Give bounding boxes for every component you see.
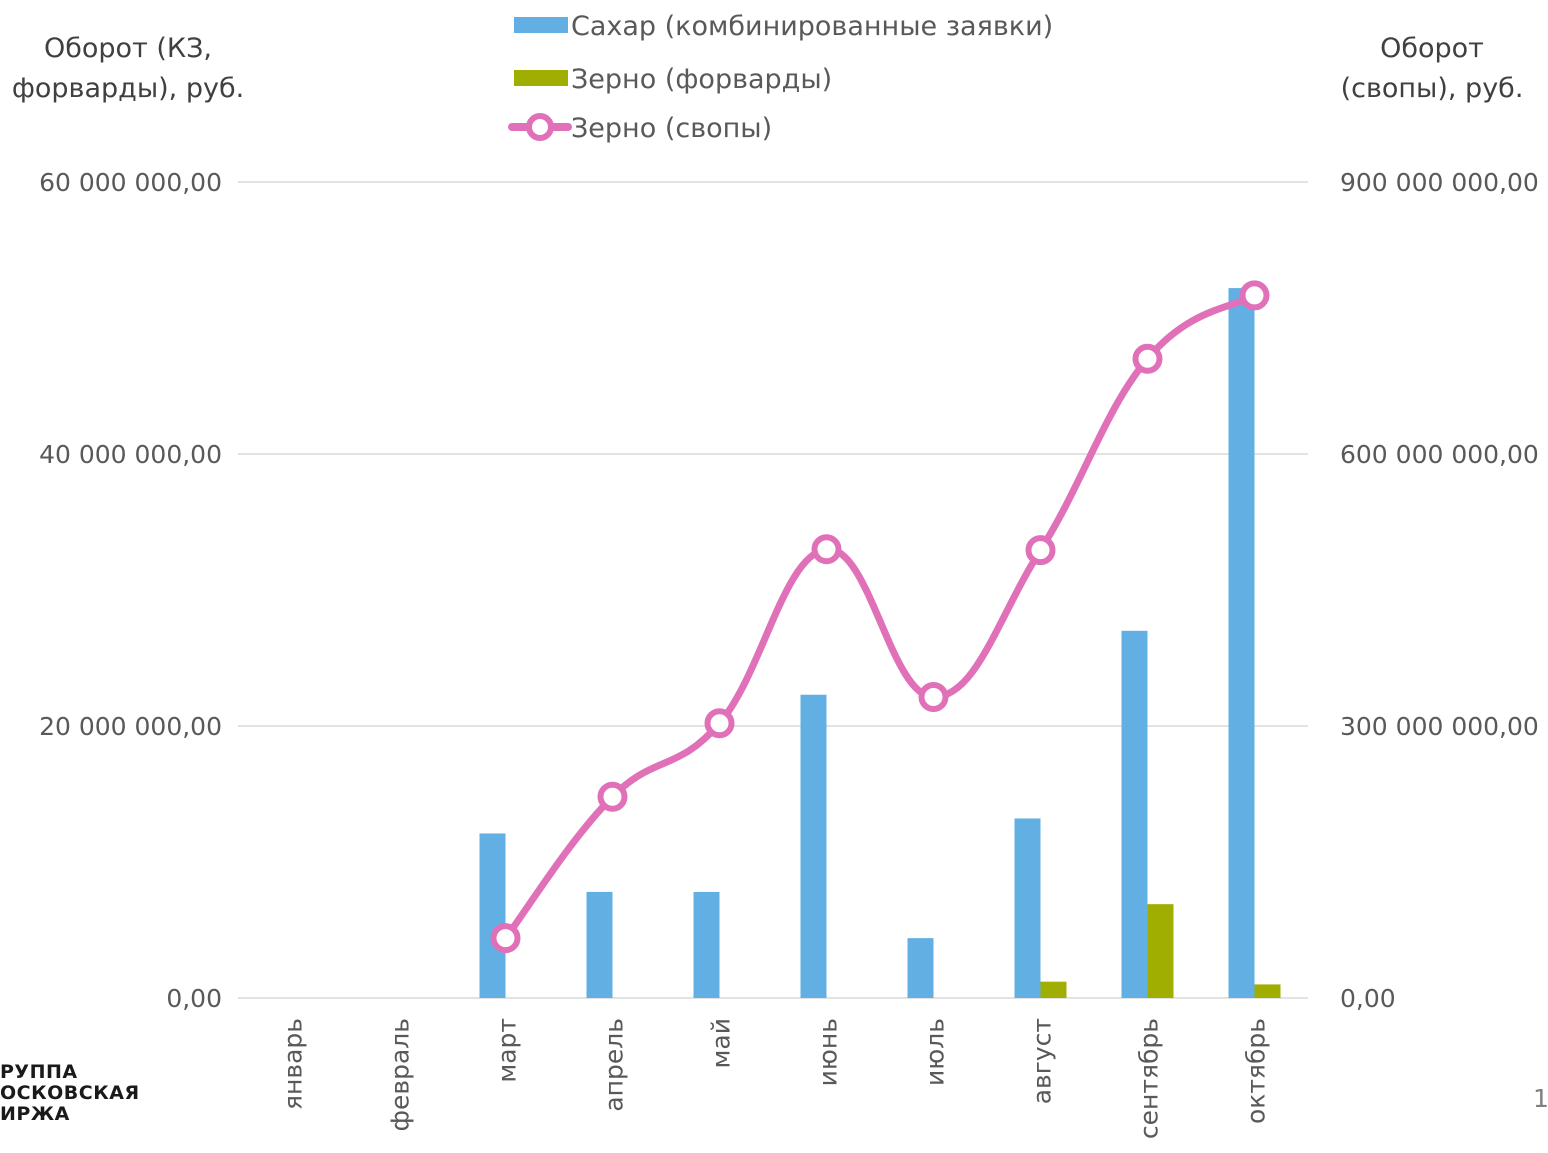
swap-point — [1132, 343, 1163, 374]
bar-sugar — [800, 694, 827, 998]
legend: Сахар (комбинированные заявки) Зерно (фо… — [508, 11, 1053, 144]
category-label: октябрь — [1242, 1018, 1271, 1124]
y-left-tick-label: 60 000 000,00 — [39, 168, 222, 197]
logo-line-1: РУППА — [0, 1061, 78, 1083]
logo-line-3: ИРЖА — [0, 1103, 70, 1125]
category-label: апрель — [600, 1018, 629, 1112]
logo-line-2: ОСКОВСКАЯ — [0, 1082, 140, 1104]
y-right-title-line-2: (свопы), руб. — [1341, 73, 1524, 104]
y-right-tick-label: 300 000 000,00 — [1340, 712, 1539, 741]
category-label: август — [1028, 1018, 1057, 1104]
category-label: сентябрь — [1135, 1018, 1164, 1139]
y-right-tick-label: 0,00 — [1340, 984, 1396, 1013]
swap-point — [490, 923, 521, 954]
y-right-title-line-1: Оборот — [1380, 33, 1484, 64]
y-right-tick-labels: 0,00 300 000 000,00 600 000 000,00 900 000 … — [1340, 168, 1539, 1013]
category-label: июль — [921, 1018, 950, 1086]
y-left-title-line-2: форварды), руб. — [12, 73, 244, 104]
y-left-tick-label: 0,00 — [166, 984, 222, 1013]
swap-point — [704, 708, 735, 739]
category-label: февраль — [386, 1018, 415, 1131]
category-label: январь — [279, 1018, 308, 1110]
legend-swatch-sugar — [514, 17, 568, 33]
swap-line-path — [502, 291, 1258, 942]
legend-swatch-grain-forwards — [514, 70, 568, 86]
category-label: май — [707, 1018, 736, 1068]
category-label: март — [493, 1018, 522, 1083]
legend-label-grain-forwards: Зерно (форварды) — [571, 64, 832, 95]
bar-sugar — [1121, 630, 1148, 998]
bar-sugar — [1228, 288, 1255, 999]
y-right-tick-label: 900 000 000,00 — [1340, 168, 1539, 197]
y-left-title-line-1: Оборот (КЗ, — [44, 33, 212, 64]
swap-point — [1239, 280, 1270, 311]
bar-grain-forwards — [1254, 984, 1281, 998]
legend-label-grain-swaps: Зерно (свопы) — [571, 113, 772, 144]
y-right-tick-label: 600 000 000,00 — [1340, 440, 1539, 469]
bar-grain-forwards — [1147, 904, 1174, 998]
legend-marker-grain-swaps — [526, 113, 554, 141]
y-left-tick-label: 40 000 000,00 — [39, 440, 222, 469]
bars — [479, 288, 1281, 999]
bar-sugar — [1014, 818, 1041, 998]
bar-sugar — [907, 938, 934, 998]
page-number: 1 — [1533, 1084, 1548, 1113]
swap-point — [918, 681, 949, 712]
category-label: июнь — [814, 1018, 843, 1086]
y-left-tick-labels: 0,00 20 000 000,00 40 000 000,00 60 000 000… — [39, 168, 222, 1013]
bar-sugar — [693, 891, 720, 998]
swap-point — [811, 534, 842, 565]
y-left-tick-label: 20 000 000,00 — [39, 712, 222, 741]
swap-point — [1025, 535, 1056, 566]
legend-label-sugar: Сахар (комбинированные заявки) — [571, 11, 1053, 42]
bar-sugar — [479, 833, 506, 998]
bar-sugar — [586, 891, 613, 998]
bar-grain-forwards — [1040, 981, 1067, 998]
swap-line — [490, 280, 1270, 954]
swap-point — [597, 781, 628, 812]
logo: РУППА ОСКОВСКАЯ ИРЖА — [0, 1061, 140, 1125]
category-labels: январь февраль март апрель май июнь июль август… — [279, 1018, 1271, 1139]
